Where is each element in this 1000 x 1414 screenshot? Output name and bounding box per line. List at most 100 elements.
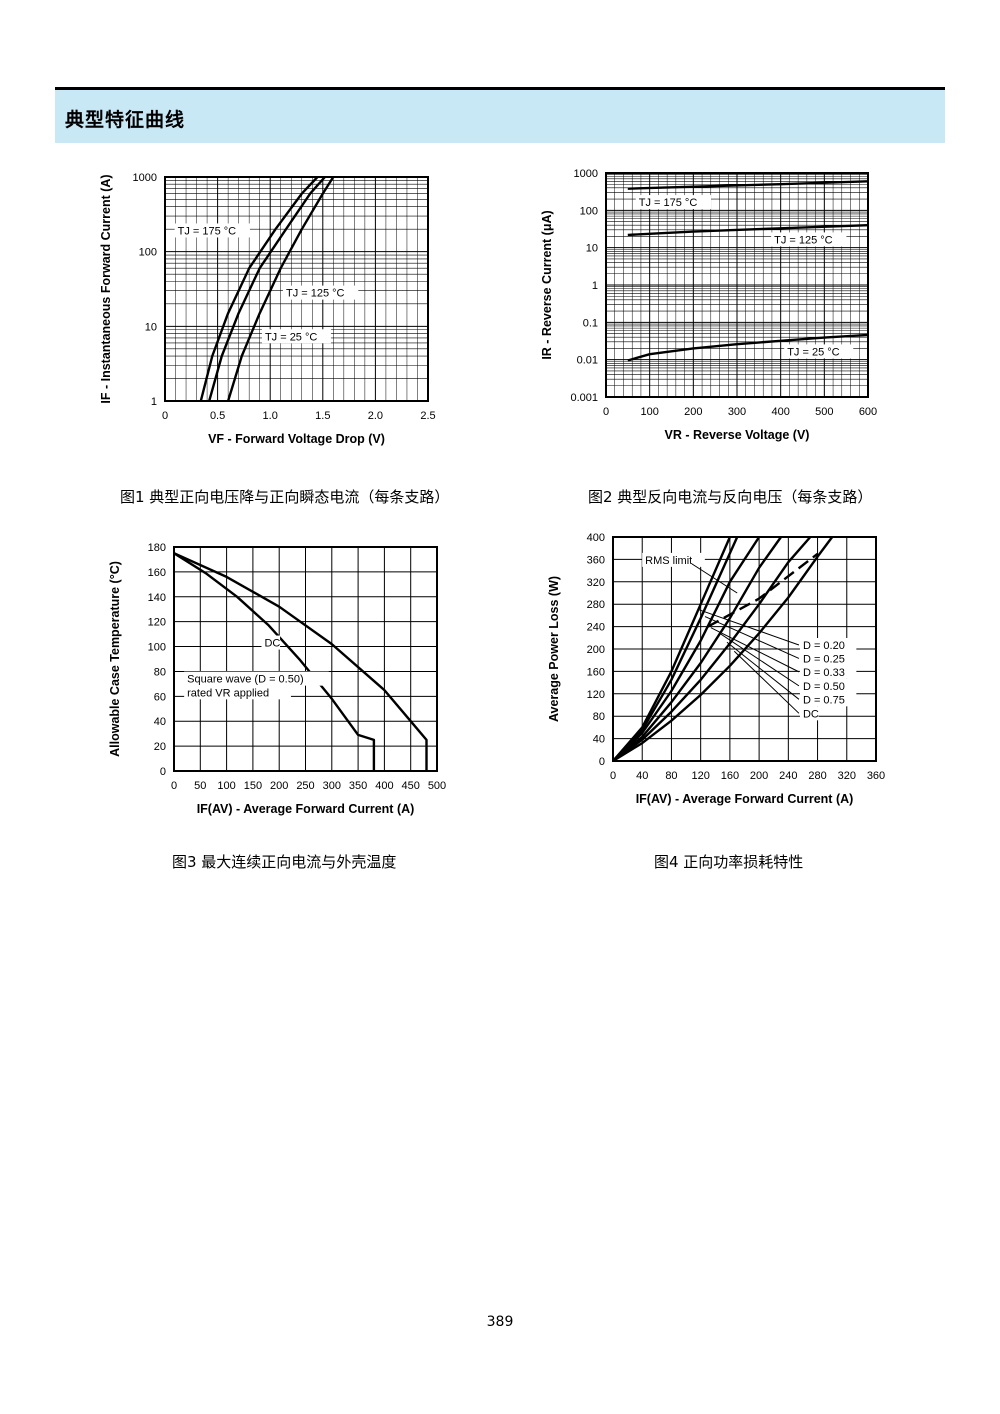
caption-fig4: 图4 正向功率损耗特性 — [654, 853, 804, 871]
x-axis-label: VR - Reverse Voltage (V) — [665, 428, 810, 442]
label-bg — [771, 232, 847, 247]
label-bg — [184, 685, 291, 700]
x-tick-label: 100 — [217, 780, 235, 792]
y-tick-label: 0.01 — [577, 355, 598, 367]
series-label: TJ = 25 °C — [787, 346, 839, 358]
series-line-0 — [627, 180, 869, 190]
label-bg — [282, 285, 359, 300]
leader-line — [719, 632, 800, 687]
chart-fig3-group: 0 20 40 60 80 100 120 140 160 180 0 50 100 150 200 250 3… — [108, 542, 446, 816]
x-tick-label: 500 — [815, 406, 833, 418]
y-axis-label: Average Power Loss (W) — [547, 576, 561, 722]
series-label: TJ = 125 °C — [774, 234, 833, 246]
header-rule — [55, 87, 945, 90]
label-bg — [799, 651, 857, 666]
x-tick-label: 0 — [603, 406, 609, 418]
y-axis-label: Allowable Case Temperature (°C) — [108, 561, 122, 757]
y-tick-label: 160 — [148, 567, 166, 579]
caption-fig2: 图2 典型反向电流与反向电压（每条支路） — [588, 488, 873, 506]
plot-frame — [605, 172, 869, 398]
y-tick-label: 180 — [148, 542, 166, 554]
series-line-4 — [612, 536, 812, 762]
label-bg — [261, 635, 281, 650]
series-label: D = 0.33 — [803, 667, 845, 679]
y-tick-label: 240 — [587, 622, 605, 634]
y-tick-label: 10 — [145, 321, 157, 333]
series-label: RMS limit — [645, 555, 692, 567]
y-tick-label: 0 — [160, 766, 166, 778]
series-label: TJ = 175 °C — [178, 225, 237, 237]
label-bg — [799, 638, 857, 652]
series-line-1 — [173, 552, 376, 771]
y-tick-label: 400 — [587, 532, 605, 544]
y-tick-label: 160 — [587, 666, 605, 678]
x-tick-label: 240 — [779, 770, 797, 782]
x-tick-label: 0 — [162, 410, 168, 422]
y-tick-label: 120 — [587, 689, 605, 701]
y-tick-label: 120 — [148, 617, 166, 629]
series-label: D = 0.50 — [803, 681, 845, 693]
section-header: 典型特征曲线 — [55, 90, 945, 143]
y-tick-label: 80 — [154, 666, 166, 678]
caption-fig1: 图1 典型正向电压降与正向瞬态电流（每条支路） — [120, 488, 450, 506]
plot-frame — [173, 546, 438, 772]
y-tick-label: 100 — [580, 205, 598, 217]
x-tick-label: 0 — [610, 770, 616, 782]
y-tick-label: 320 — [587, 577, 605, 589]
y-tick-label: 0.001 — [570, 392, 598, 404]
x-tick-label: 2.0 — [368, 410, 383, 422]
y-tick-label: 100 — [148, 642, 166, 654]
x-tick-label: 250 — [296, 780, 314, 792]
series-label: rated VR applied — [187, 687, 269, 699]
x-tick-label: 600 — [859, 406, 877, 418]
label-bg — [784, 344, 854, 359]
label-bg — [184, 671, 329, 686]
series-line-0 — [199, 176, 319, 402]
y-tick-label: 40 — [154, 716, 166, 728]
y-tick-label: 280 — [587, 599, 605, 611]
x-tick-label: 0 — [171, 780, 177, 792]
chart-fig4-group: 0 40 80 120 160 200 240 280 320 360 400 0 40 80 120 160… — [547, 532, 885, 806]
series-line-1 — [627, 224, 869, 237]
y-tick-label: 60 — [154, 691, 166, 703]
x-tick-label: 1.5 — [315, 410, 330, 422]
x-tick-label: 2.5 — [420, 410, 435, 422]
y-tick-label: 360 — [587, 554, 605, 566]
x-axis-label: VF - Forward Voltage Drop (V) — [208, 432, 385, 446]
leader-line — [699, 609, 800, 646]
series-line-5 — [612, 536, 834, 763]
y-tick-label: 10 — [586, 243, 598, 255]
y-tick-label: 1 — [592, 280, 598, 292]
x-axis-label: IF(AV) - Average Forward Current (A) — [636, 792, 854, 806]
label-bg — [799, 664, 857, 679]
x-tick-label: 300 — [728, 406, 746, 418]
x-tick-label: 100 — [640, 406, 658, 418]
series-line-3 — [612, 536, 782, 762]
y-tick-label: 0.1 — [583, 317, 598, 329]
x-axis-label: IF(AV) - Average Forward Current (A) — [197, 802, 415, 816]
y-tick-label: 100 — [139, 247, 157, 259]
leader-line — [710, 627, 800, 673]
plot-frame — [612, 536, 877, 762]
x-tick-label: 150 — [244, 780, 262, 792]
series-label: Square wave (D = 0.50) — [187, 674, 303, 686]
y-tick-label: 40 — [593, 734, 605, 746]
label-bg — [635, 195, 712, 210]
x-tick-label: 80 — [665, 770, 677, 782]
y-tick-label: 140 — [148, 592, 166, 604]
series-label: TJ = 125 °C — [286, 288, 345, 300]
x-tick-label: 500 — [428, 780, 446, 792]
x-tick-label: 40 — [636, 770, 648, 782]
x-tick-label: 200 — [270, 780, 288, 792]
x-tick-label: 400 — [771, 406, 789, 418]
x-tick-label: 450 — [402, 780, 420, 792]
series-line-1 — [208, 176, 326, 402]
x-tick-label: 200 — [750, 770, 768, 782]
y-axis-label: IR - Reverse Current (μA) — [540, 210, 554, 359]
y-tick-label: 1 — [151, 396, 157, 408]
label-bg — [799, 706, 819, 721]
series-label: TJ = 25 °C — [265, 331, 317, 343]
series-label: D = 0.75 — [803, 694, 845, 706]
series-label: TJ = 175 °C — [639, 197, 698, 209]
x-tick-label: 0.5 — [210, 410, 225, 422]
